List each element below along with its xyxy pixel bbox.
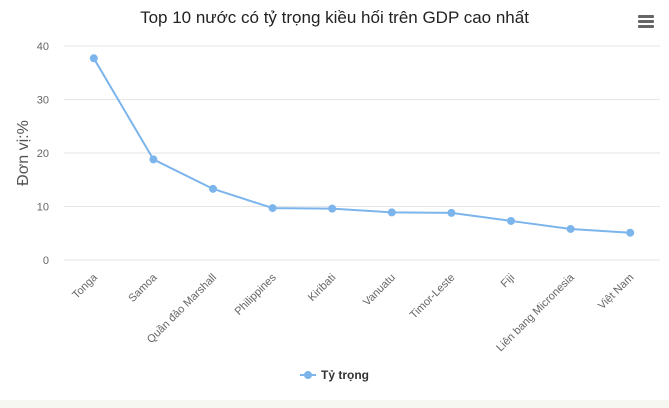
- x-tick-label: Philippines: [233, 271, 279, 317]
- data-point: [447, 208, 456, 217]
- data-point: [209, 184, 217, 193]
- data-point: [89, 54, 98, 63]
- data-point: [387, 208, 396, 217]
- y-tick-label: 40: [37, 41, 49, 53]
- y-tick-label: 20: [37, 148, 49, 160]
- data-point: [626, 228, 635, 237]
- y-tick-label: 10: [37, 202, 49, 214]
- data-point: [566, 224, 575, 233]
- x-tick-label: Việt Nam: [596, 272, 636, 312]
- y-axis-title: Đơn vị:%: [15, 120, 32, 186]
- x-tick-label: Samoa: [126, 271, 160, 305]
- legend-line-marker-icon: [300, 370, 316, 380]
- x-tick-label: Tonga: [70, 271, 100, 301]
- data-point: [268, 204, 277, 213]
- y-tick-label: 0: [43, 255, 49, 267]
- hamburger-menu-icon[interactable]: [638, 15, 654, 29]
- y-tick-label: 30: [37, 95, 49, 107]
- legend-label: Tỷ trọng: [321, 368, 369, 382]
- x-tick-label: Timor-Leste: [408, 272, 458, 322]
- x-tick-label: Fiji: [499, 272, 517, 290]
- chart-title: Top 10 nước có tỷ trọng kiều hối trên GD…: [140, 8, 529, 27]
- x-tick-label: Kiribati: [306, 272, 338, 304]
- data-point: [149, 155, 158, 164]
- series-line: [92, 57, 632, 234]
- x-tick-label: Vanuatu: [361, 272, 398, 309]
- legend: Tỷ trọng: [0, 368, 669, 383]
- legend-item[interactable]: Tỷ trọng: [300, 368, 369, 382]
- data-point: [507, 216, 515, 225]
- data-point: [328, 204, 337, 213]
